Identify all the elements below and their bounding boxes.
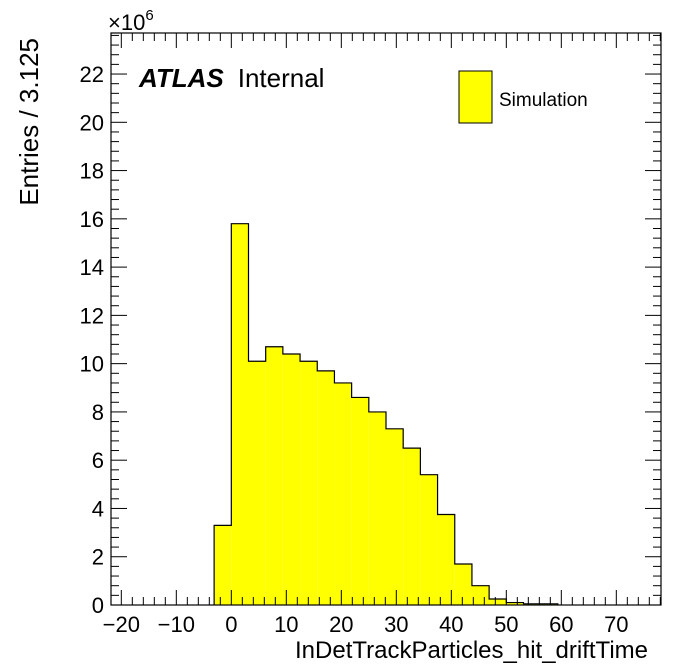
histogram-bar xyxy=(437,514,455,605)
x-tick-label: 30 xyxy=(384,612,408,637)
y-axis-ticks: 0 2 4 6 8 10 12 14 16 18 20 22 xyxy=(80,34,661,618)
histogram-bar xyxy=(282,353,301,605)
histogram-bar xyxy=(506,602,524,605)
histogram-bar xyxy=(454,563,472,605)
atlas-label-text: Internal xyxy=(238,63,325,93)
y-tick-label: 8 xyxy=(92,400,104,425)
y-tick-label: 2 xyxy=(92,545,104,570)
y-tick-label: 12 xyxy=(80,303,104,328)
histogram-bar xyxy=(368,411,386,605)
histogram-bar xyxy=(386,428,404,605)
y-multiplier-exponent: 6 xyxy=(145,7,153,24)
x-tick-label: 50 xyxy=(494,612,518,637)
y-tick-label: 10 xyxy=(80,352,104,377)
y-tick-label: 14 xyxy=(80,255,104,280)
histogram-bar xyxy=(300,361,318,605)
histogram-bar xyxy=(214,525,232,605)
y-tick-label: 18 xyxy=(80,159,104,184)
y-multiplier-base: ×10 xyxy=(108,10,145,35)
histogram-bar xyxy=(351,397,369,605)
histogram-bar xyxy=(265,346,283,605)
y-tick-label: 0 xyxy=(92,593,104,618)
histogram-bars xyxy=(214,223,558,605)
x-tick-label: −20 xyxy=(103,612,140,637)
y-tick-label: 20 xyxy=(80,110,104,135)
histogram-bar xyxy=(231,223,249,605)
histogram-bar xyxy=(334,382,352,605)
x-axis-label: InDetTrackParticles_hit_driftTime xyxy=(295,637,648,664)
y-multiplier: ×106 xyxy=(108,7,154,35)
x-tick-label: −10 xyxy=(158,612,195,637)
x-axis-ticks: −20 −10 0 10 20 30 40 50 60 70 xyxy=(103,33,661,637)
legend-swatch-simulation xyxy=(458,70,493,124)
histogram-bar xyxy=(523,603,541,605)
x-tick-label: 20 xyxy=(329,612,353,637)
atlas-label: ATLAS Internal xyxy=(138,63,324,93)
histogram-bar xyxy=(420,474,438,605)
y-tick-label: 6 xyxy=(92,448,104,473)
y-axis-label: Entries / 3.125 xyxy=(14,38,44,206)
histogram-bar xyxy=(540,603,558,605)
legend: Simulation xyxy=(458,70,588,124)
x-tick-label: 0 xyxy=(225,612,237,637)
histogram-bar xyxy=(248,361,266,605)
x-tick-label: 70 xyxy=(604,612,628,637)
plot-frame xyxy=(110,32,662,606)
histogram-bar xyxy=(403,448,421,605)
y-tick-label: 22 xyxy=(80,62,104,87)
legend-label-simulation: Simulation xyxy=(499,90,588,111)
histogram-bar xyxy=(471,585,490,605)
x-tick-label: 60 xyxy=(549,612,573,637)
y-tick-label: 16 xyxy=(80,207,104,232)
histogram-bar xyxy=(489,598,507,605)
y-tick-label: 4 xyxy=(92,496,104,521)
atlas-label-bold: ATLAS xyxy=(138,63,224,93)
x-tick-label: 40 xyxy=(439,612,463,637)
histogram-bar xyxy=(317,370,335,605)
x-tick-label: 10 xyxy=(274,612,298,637)
